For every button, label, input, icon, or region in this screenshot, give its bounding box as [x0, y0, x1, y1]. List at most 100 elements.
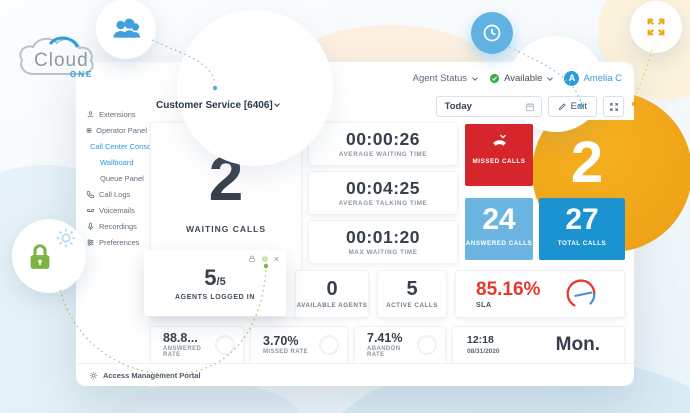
sla-card: 85.16% SLA: [455, 270, 625, 318]
max-waiting-value: 00:01:20: [345, 227, 421, 247]
clock-date: 08/31/2020: [467, 347, 500, 355]
sidebar-item-recordings[interactable]: Recordings: [76, 218, 149, 234]
sidebar-item-label: Queue Panel: [100, 173, 144, 183]
dashboard-content: Extensions Operator Panel Call Center Co…: [76, 10, 634, 386]
answered-calls-label: ANSWERED CALLS: [465, 240, 533, 247]
sidebar-item-wallboard[interactable]: Wallboard: [76, 154, 149, 170]
sidebar-item-label: Preferences: [99, 237, 140, 247]
sla-value: 85.16%: [476, 278, 541, 300]
rate-ring: [215, 335, 235, 355]
sidebar-item-label: Call Center Console: [90, 141, 158, 151]
abandon-rate-card: 7.41% ABANDON RATE: [354, 326, 446, 364]
sla-label: SLA: [476, 301, 492, 309]
avg-waiting-label: AVERAGE WAITING TIME: [338, 151, 428, 158]
sidebar-item-label: Operator Panel: [96, 125, 147, 135]
missed-call-icon: [492, 134, 506, 146]
clock-icon: [483, 24, 501, 42]
pencil-icon: [558, 103, 566, 111]
decor-clock-circle: [471, 12, 513, 54]
missed-rate-card: 3.70% MISSED RATE: [250, 326, 348, 364]
sidebar-item-label: Call Logs: [99, 189, 131, 199]
sidebar-item-voicemails[interactable]: Voicemails: [76, 202, 149, 218]
answered-calls-value: 24: [482, 203, 516, 236]
active-calls-value: 5: [406, 278, 418, 300]
voicemail-icon: [86, 208, 95, 212]
answered-calls-tile: 24 ANSWERED CALLS: [465, 198, 533, 260]
window-topbar: Agent Status Available A Amelia C: [413, 69, 622, 87]
sidebar-item-call-logs[interactable]: Call Logs: [76, 186, 149, 202]
fullscreen-button[interactable]: [603, 96, 624, 117]
total-calls-value: 27: [565, 203, 599, 236]
cloudone-logo: Cloud ONE: [12, 34, 112, 86]
decor-lock-circle: [12, 219, 86, 293]
available-agents-label: AVAILABLE AGENTS: [296, 302, 368, 309]
sliders-icon: [87, 238, 94, 246]
availability-label: Available: [504, 72, 543, 84]
close-icon[interactable]: ×: [273, 254, 279, 264]
check-circle-icon: [489, 73, 500, 83]
grid-icon: [86, 127, 92, 133]
expand-arrows-icon: [647, 18, 665, 36]
sidebar-item-preferences[interactable]: Preferences: [76, 234, 149, 250]
chevron-down-icon: [472, 75, 478, 81]
active-calls-card: 5 ACTIVE CALLS: [377, 270, 447, 318]
decor-expand-circle: [630, 1, 682, 53]
edit-button[interactable]: Edit: [547, 96, 597, 117]
answered-rate-card: 88.8... ANSWERED RATE: [150, 326, 244, 364]
footer-label: Access Management Portal: [103, 370, 201, 380]
avg-waiting-value: 00:00:26: [345, 129, 421, 149]
agent-status-dropdown[interactable]: Agent Status: [412, 72, 478, 84]
answered-rate-label: ANSWERED RATE: [163, 346, 202, 359]
sidebar-item-label: Recordings: [99, 221, 137, 231]
availability-dropdown[interactable]: Available: [489, 72, 554, 84]
sidebar-item-extensions[interactable]: Extensions: [76, 106, 149, 122]
sidebar-item-operator-panel[interactable]: Operator Panel: [76, 122, 149, 138]
total-calls-label: TOTAL CALLS: [557, 240, 607, 247]
agents-logged-value: 5: [204, 265, 217, 290]
phone-icon: [86, 190, 94, 198]
people-icon: [113, 18, 140, 38]
agents-logged-label: AGENTS LOGGED IN: [175, 294, 255, 301]
sidebar-item-label: Extensions: [99, 109, 136, 119]
avg-talking-card: 00:04:25 AVERAGE TALKING TIME: [308, 171, 458, 215]
expand-icon: [609, 102, 618, 111]
missed-rate-value: 3.70%: [263, 333, 299, 348]
max-waiting-card: 00:01:20 MAX WAITING TIME: [308, 220, 458, 264]
avg-talking-value: 00:04:25: [345, 178, 421, 198]
active-calls-label: ACTIVE CALLS: [386, 302, 438, 309]
sidebar-item-queue-panel[interactable]: Queue Panel: [76, 170, 149, 186]
brand-sub: ONE: [70, 70, 94, 79]
decor-queue-circle: [96, 0, 156, 59]
gear-icon[interactable]: [261, 255, 269, 263]
person-icon: [87, 110, 94, 117]
lock-icon[interactable]: [248, 255, 256, 263]
date-range-value: Today: [444, 101, 472, 112]
chevron-down-icon: [547, 75, 554, 81]
access-management-portal-link[interactable]: Access Management Portal: [76, 363, 634, 386]
lock-icon: [30, 244, 50, 269]
date-range-input[interactable]: Today: [435, 96, 542, 117]
available-agents-value: 0: [326, 278, 338, 300]
missed-rate-label: MISSED RATE: [263, 349, 308, 356]
avg-waiting-card: 00:00:26 AVERAGE WAITING TIME: [308, 122, 458, 166]
sidebar-item-label: Wallboard: [100, 157, 134, 167]
queue-selector[interactable]: Customer Service [6406]: [156, 100, 280, 111]
brand-name: Cloud: [34, 50, 89, 71]
rate-ring: [319, 335, 339, 355]
total-calls-tile: 27 TOTAL CALLS: [539, 198, 625, 260]
calendar-icon: [525, 102, 534, 111]
sidebar-item-call-center-console[interactable]: Call Center Console: [76, 138, 164, 154]
available-agents-card: 0 AVAILABLE AGENTS: [295, 270, 369, 318]
chevron-down-icon: [273, 101, 280, 107]
user-menu[interactable]: A Amelia C: [564, 70, 622, 86]
missed-calls-tile: MISSED CALLS: [465, 124, 533, 186]
sla-gauge-icon: [567, 279, 596, 307]
avatar: A: [564, 70, 580, 86]
max-waiting-label: MAX WAITING TIME: [348, 249, 418, 256]
answered-rate-value: 88.8...: [163, 330, 198, 345]
sidebar: Extensions Operator Panel Call Center Co…: [76, 106, 164, 250]
abandon-rate-value: 7.41%: [367, 330, 403, 345]
agent-status-label: Agent Status: [412, 72, 468, 84]
user-name: Amelia C: [583, 72, 622, 84]
